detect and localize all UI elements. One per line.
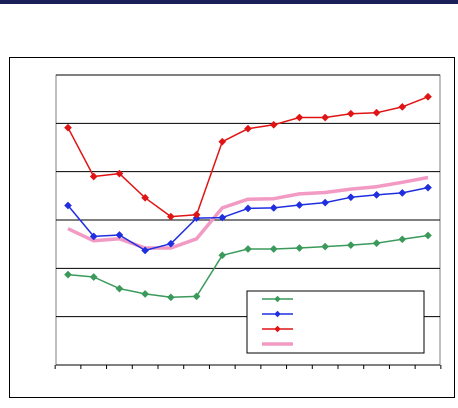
- series-1-point: [64, 270, 72, 279]
- series-3-point: [346, 109, 355, 118]
- series-3-point: [321, 113, 330, 122]
- series-3-point: [295, 113, 304, 122]
- series-2-point: [64, 201, 72, 210]
- series-1-point: [166, 293, 175, 302]
- legend-swatch-marker: [274, 295, 281, 303]
- series-3-point: [372, 108, 381, 117]
- series-2-point: [424, 183, 432, 192]
- series-2-point: [269, 203, 278, 212]
- series-1-point: [115, 284, 124, 293]
- series-2-point: [141, 246, 150, 255]
- legend-swatch-marker: [274, 310, 281, 318]
- series-1-point: [424, 231, 432, 240]
- series-1-point: [269, 245, 278, 253]
- series-4-line: [67, 175, 429, 250]
- series-3-point: [244, 124, 252, 133]
- series-1-point: [372, 239, 381, 248]
- series-1-point: [89, 273, 98, 281]
- series-3-point: [424, 92, 432, 101]
- series-2-point: [89, 232, 98, 241]
- series-3-point: [115, 169, 124, 178]
- legend-swatch-marker: [274, 325, 281, 333]
- series-2-point: [115, 231, 124, 239]
- series-2-point: [321, 198, 330, 207]
- series-3-point: [269, 120, 278, 129]
- series-1-point: [244, 245, 252, 253]
- series-1-point: [321, 242, 330, 251]
- series-3-point: [218, 137, 227, 146]
- series-1-point: [295, 244, 304, 252]
- series-1-point: [192, 292, 201, 301]
- series-2-point: [218, 213, 227, 222]
- x-axis: [54, 364, 442, 369]
- series-3-point: [64, 123, 72, 132]
- series-1-point: [346, 241, 355, 250]
- series-3-point: [192, 210, 201, 219]
- series-2-point: [346, 193, 355, 202]
- series-1-point: [398, 235, 407, 244]
- series-2-point: [295, 201, 304, 209]
- series-3-point: [89, 172, 98, 181]
- series-3-point: [166, 212, 175, 221]
- series-1-point: [218, 251, 227, 260]
- series-2-point: [372, 190, 381, 199]
- series-1-point: [141, 289, 150, 298]
- series-lines: [64, 92, 432, 302]
- top-banner-bar: [0, 0, 458, 4]
- legend: [246, 290, 425, 354]
- series-3-point: [398, 102, 407, 111]
- series-2-point: [166, 239, 175, 248]
- series-2-point: [398, 188, 407, 197]
- series-2-point: [244, 204, 252, 213]
- series-3-point: [141, 193, 150, 202]
